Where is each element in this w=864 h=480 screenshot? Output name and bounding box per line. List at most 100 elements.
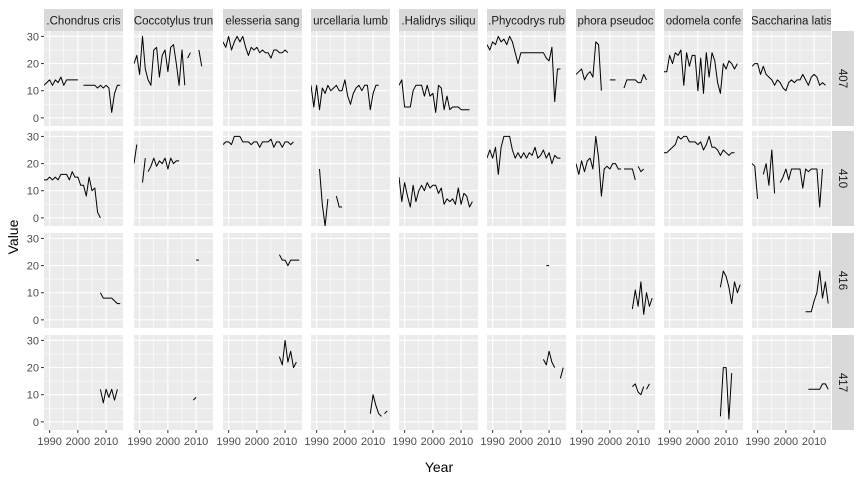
series-line <box>542 350 556 368</box>
column-strip <box>487 9 566 31</box>
x-tick-label: 1990 <box>657 436 681 448</box>
panel-background <box>134 131 213 226</box>
series-line <box>384 410 388 415</box>
panel-background <box>44 31 123 126</box>
series-line <box>147 157 180 172</box>
y-tick-label: 0 <box>33 213 39 225</box>
panel-background <box>664 233 743 328</box>
x-tick-label: 2000 <box>333 436 357 448</box>
y-tick-label: 0 <box>33 417 39 429</box>
panel-background <box>399 31 478 126</box>
series-line <box>399 177 473 208</box>
series-line <box>198 49 203 67</box>
x-tick-label: 2000 <box>509 436 533 448</box>
panel-background <box>134 233 213 328</box>
y-tick-label: 20 <box>27 363 39 375</box>
series-line <box>187 52 191 59</box>
panel-background <box>752 233 831 328</box>
series-line <box>664 49 738 94</box>
series-line <box>719 367 733 420</box>
series-line <box>369 394 382 417</box>
series-line <box>487 35 561 103</box>
column-strip <box>664 9 743 31</box>
y-tick-label: 10 <box>27 86 39 98</box>
column-strip <box>399 9 478 31</box>
series-line <box>752 63 826 92</box>
column-strip-label: Coccotylus trun <box>134 16 213 28</box>
series-line <box>99 388 118 404</box>
series-line <box>637 166 645 173</box>
panel-background <box>399 335 478 430</box>
column-strip-label: .Chondrus cris <box>46 16 120 28</box>
y-tick-label: 30 <box>27 233 39 245</box>
series-line <box>631 281 653 315</box>
panel-background <box>44 131 123 226</box>
y-tick-label: 0 <box>33 113 39 125</box>
panel-background <box>487 233 566 328</box>
panel-background <box>664 31 743 126</box>
x-tick-label: 2010 <box>626 436 650 448</box>
column-strip-label: urcellaria lumb <box>313 16 388 28</box>
x-tick-label: 2000 <box>156 436 180 448</box>
y-tick-label: 10 <box>27 186 39 198</box>
series-line <box>44 76 78 86</box>
panel-background <box>576 131 655 226</box>
series-line <box>752 163 759 199</box>
x-tick-label: 2000 <box>245 436 269 448</box>
series-line <box>278 254 300 267</box>
row-strip <box>832 335 854 430</box>
y-tick-label: 20 <box>27 59 39 71</box>
series-line <box>223 35 289 59</box>
panel-background <box>311 233 390 328</box>
series-line <box>44 171 101 219</box>
panel-background <box>487 335 566 430</box>
series-line <box>134 144 138 164</box>
x-tick-label: 2010 <box>449 436 473 448</box>
y-tick-label: 20 <box>27 261 39 273</box>
column-strip-label: .Phycodrys rub <box>488 16 565 28</box>
series-line <box>559 367 564 379</box>
series-line <box>319 168 329 226</box>
panel-background <box>223 335 302 430</box>
series-line <box>134 35 186 86</box>
series-line <box>719 270 741 305</box>
y-tick-label: 10 <box>27 390 39 402</box>
x-tick-label: 1990 <box>304 436 328 448</box>
x-tick-label: 2010 <box>802 436 826 448</box>
series-line <box>311 79 379 111</box>
series-line <box>779 168 823 208</box>
column-strip <box>223 9 302 31</box>
y-tick-label: 10 <box>27 288 39 300</box>
x-tick-label: 2010 <box>361 436 385 448</box>
panel-background <box>223 233 302 328</box>
row-strip-label: 407 <box>836 69 848 88</box>
x-axis-title: Year <box>425 459 454 475</box>
series-line <box>99 292 121 305</box>
panel-background <box>487 31 566 126</box>
panel-background <box>664 335 743 430</box>
y-tick-label: 30 <box>27 131 39 143</box>
series-line <box>83 84 121 113</box>
column-strip <box>311 9 390 31</box>
y-tick-label: 30 <box>27 335 39 347</box>
panel-background <box>576 31 655 126</box>
panel-background <box>223 31 302 126</box>
y-axis-title: Value <box>5 219 21 254</box>
panel-background <box>44 335 123 430</box>
x-tick-label: 2010 <box>94 436 118 448</box>
panel-background <box>311 335 390 430</box>
row-strip <box>832 131 854 226</box>
panels-layer: .Chondrus cris Coccotylus trun elesseria s… <box>27 9 854 448</box>
panel-background <box>487 131 566 226</box>
series-line <box>805 270 829 313</box>
row-strip-label: 410 <box>836 169 848 188</box>
column-strip <box>44 9 123 31</box>
panel-background <box>752 131 831 226</box>
series-line <box>278 339 297 369</box>
panel-background <box>311 131 390 226</box>
row-strip-label: 417 <box>836 373 848 392</box>
column-strip-label: odomela confe <box>666 16 741 28</box>
series-line <box>576 135 622 197</box>
series-line <box>623 73 647 89</box>
panel-background <box>399 131 478 226</box>
